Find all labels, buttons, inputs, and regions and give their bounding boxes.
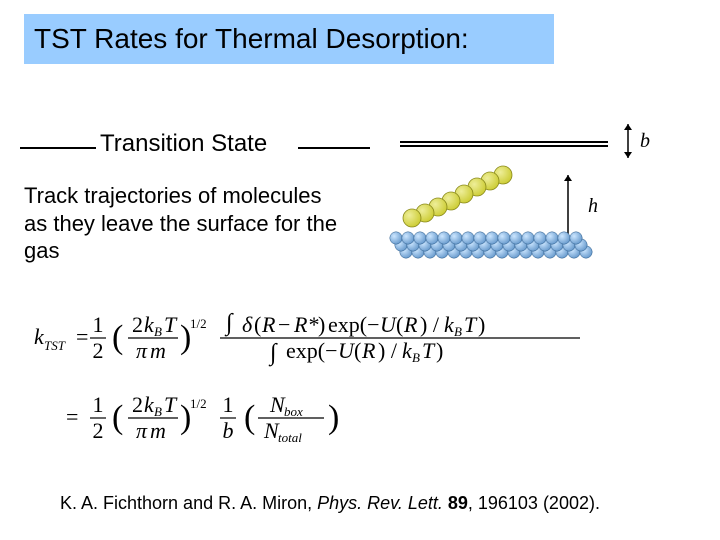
svg-text:B: B — [454, 324, 462, 339]
svg-text:∫: ∫ — [224, 310, 234, 337]
svg-text:δ: δ — [242, 312, 253, 337]
tst-equations: kTST=12(2kBTπm)1/2∫δ(R−R*)exp(−U(R) /kBT… — [24, 306, 694, 476]
svg-text:R: R — [261, 312, 276, 337]
svg-text:2: 2 — [132, 392, 143, 417]
svg-text:2: 2 — [93, 418, 104, 443]
slide-title: TST Rates for Thermal Desorption: — [24, 14, 554, 64]
svg-text:m: m — [150, 338, 166, 363]
ts-pointer-line — [20, 140, 370, 160]
citation-rest: , 196103 (2002). — [468, 493, 600, 513]
svg-text:): ) — [436, 338, 443, 363]
svg-text:−: − — [278, 312, 290, 337]
svg-text:T: T — [464, 312, 478, 337]
svg-text:T: T — [164, 312, 178, 337]
svg-text:R: R — [361, 338, 376, 363]
svg-text:π: π — [136, 418, 148, 443]
svg-text:B: B — [154, 324, 162, 339]
svg-text:T: T — [422, 338, 436, 363]
svg-text:b: b — [223, 418, 234, 443]
svg-text:(: ( — [112, 399, 123, 436]
svg-text:exp(−: exp(− — [328, 312, 380, 337]
svg-text:(: ( — [396, 312, 403, 337]
svg-text:TST: TST — [44, 338, 66, 353]
svg-text:(: ( — [354, 338, 361, 363]
svg-text:2: 2 — [132, 312, 143, 337]
citation: K. A. Fichthorn and R. A. Miron, Phys. R… — [60, 493, 600, 514]
svg-text:m: m — [150, 418, 166, 443]
svg-text:R: R — [403, 312, 418, 337]
svg-text:1/2: 1/2 — [190, 316, 207, 331]
svg-text:∫: ∫ — [268, 340, 278, 367]
svg-text:1: 1 — [93, 392, 104, 417]
svg-text:): ) — [328, 399, 339, 436]
svg-text:(: ( — [112, 319, 123, 356]
svg-text:=: = — [66, 404, 78, 429]
svg-text:B: B — [412, 350, 420, 365]
svg-text:1: 1 — [93, 312, 104, 337]
svg-text:1/2: 1/2 — [190, 396, 207, 411]
citation-volume: 89 — [443, 493, 468, 513]
svg-text:box: box — [284, 404, 303, 419]
svg-text:): ) — [318, 312, 325, 337]
svg-text:): ) — [478, 312, 485, 337]
citation-author: K. A. Fichthorn and R. A. Miron, — [60, 493, 317, 513]
svg-text:T: T — [164, 392, 178, 417]
svg-text:2: 2 — [93, 338, 104, 363]
svg-text:exp(−: exp(− — [286, 338, 338, 363]
svg-text:) /: ) / — [420, 312, 440, 337]
svg-text:total: total — [278, 430, 302, 445]
citation-journal: Phys. Rev. Lett. — [317, 493, 443, 513]
svg-text:1: 1 — [223, 392, 234, 417]
svg-text:R*: R* — [293, 312, 318, 337]
svg-text:π: π — [136, 338, 148, 363]
svg-text:=: = — [76, 324, 88, 349]
svg-text:) /: ) / — [378, 338, 398, 363]
description-text: Track trajectories of molecules as they … — [24, 182, 344, 265]
svg-text:(: ( — [254, 312, 261, 337]
svg-text:B: B — [154, 404, 162, 419]
svg-text:(: ( — [244, 399, 255, 436]
molecular-diagram — [360, 120, 700, 280]
